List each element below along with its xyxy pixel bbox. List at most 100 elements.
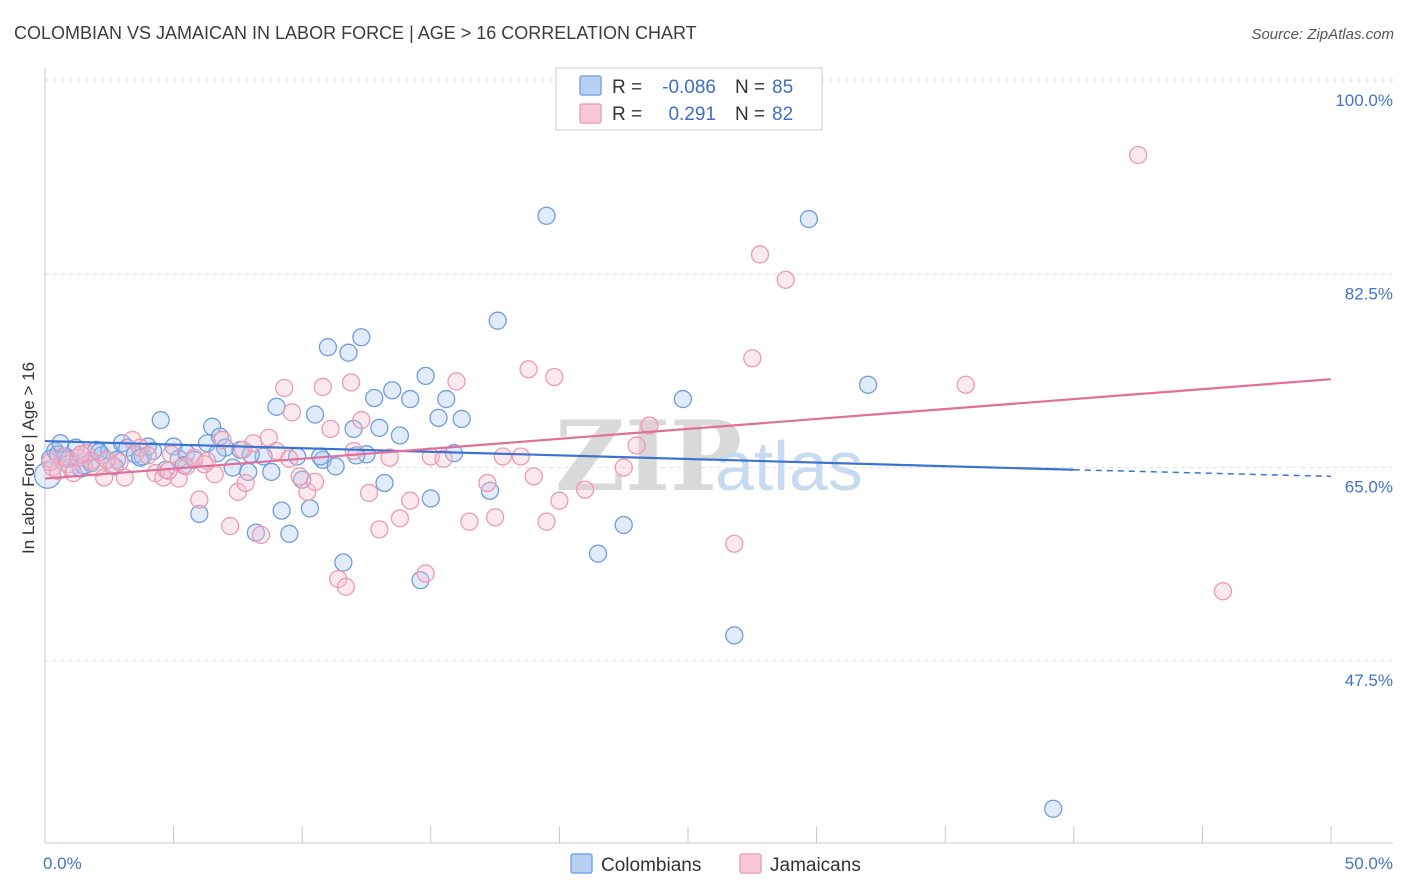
- jamaican-point-65: [640, 416, 659, 435]
- colombian-point-66: [488, 311, 507, 330]
- colombian-point-37: [267, 397, 286, 416]
- jamaican-point-42: [341, 373, 361, 392]
- colombian-point-55: [383, 381, 402, 400]
- jamaican-point-39: [321, 419, 340, 439]
- watermark-atlas: atlas: [715, 427, 863, 505]
- jamaican-point-60: [545, 367, 564, 387]
- jamaican-point-47: [390, 509, 410, 528]
- trendline-colombians: [44, 439, 1074, 471]
- y-tick-label-0: 47.5%: [1345, 671, 1393, 690]
- y-tick-label-1: 65.0%: [1345, 478, 1393, 497]
- jamaican-point-28: [236, 473, 255, 493]
- jamaican-point-70: [956, 375, 975, 394]
- jamaican-point-71: [1128, 145, 1148, 165]
- jamaican-point-33: [275, 378, 294, 398]
- jamaican-point-62: [575, 480, 595, 499]
- jamaican-point-25: [213, 430, 232, 450]
- colombian-point-42: [300, 499, 320, 518]
- legend-swatch-colombians: [579, 75, 602, 96]
- colombian-point-53: [370, 418, 389, 437]
- tick-labels: 47.5% 65.0% 82.5% 100.0% 0.0% 50.0%: [43, 91, 1393, 873]
- jamaican-point-43: [352, 410, 371, 430]
- colombian-point-50: [352, 328, 371, 347]
- jamaican-point-72: [1213, 582, 1233, 601]
- y-tick-label-3: 100.0%: [1335, 91, 1393, 110]
- jamaican-point-41: [336, 577, 356, 596]
- colombian-point-57: [401, 389, 420, 409]
- colombian-point-43: [305, 405, 325, 424]
- colombian-point-70: [673, 389, 693, 409]
- jamaican-point-66: [725, 534, 744, 553]
- jamaican-point-75: [97, 450, 116, 469]
- colombian-point-54: [375, 473, 394, 493]
- jamaican-point-54: [485, 508, 505, 527]
- colombian-point-52: [365, 388, 384, 408]
- colombian-point-61: [429, 408, 448, 428]
- colombian-point-26: [190, 504, 209, 524]
- jamaican-point-15: [138, 446, 158, 465]
- colombian-point-60: [421, 489, 440, 508]
- colombian-point-cluster: [33, 461, 62, 489]
- trendline-jamaicans: [44, 378, 1332, 480]
- jamaican-point-36: [298, 482, 317, 501]
- colombian-point-72: [799, 209, 819, 229]
- trendline-colombians-extension: [1073, 469, 1332, 478]
- jamaican-point-63: [614, 458, 633, 477]
- legend-n-label-2: N =: [735, 104, 765, 125]
- legend-n-value-2: 82: [772, 104, 793, 125]
- colombian-point-45: [318, 338, 338, 357]
- jamaican-point-40: [329, 569, 348, 589]
- colombian-point-28: [203, 417, 222, 436]
- jamaican-point-48: [401, 491, 420, 510]
- jamaican-point-49: [416, 564, 435, 583]
- x-tick-label-1: 50.0%: [1345, 854, 1393, 873]
- legend-n-value-1: 85: [772, 77, 793, 98]
- gridlines: [45, 78, 1393, 662]
- jamaican-point-58: [524, 467, 543, 486]
- colombian-point-64: [452, 409, 471, 429]
- jamaican-point-57: [519, 360, 538, 379]
- legend-r-value-1: -0.086: [662, 77, 716, 98]
- colombian-point-36: [262, 462, 281, 482]
- jamaican-point-69: [776, 270, 795, 289]
- colombian-point-38: [272, 501, 291, 520]
- y-tick-label-2: 82.5%: [1345, 284, 1393, 303]
- jamaican-point-3: [58, 455, 78, 474]
- colombian-point-74: [1044, 799, 1063, 818]
- legend-box: R = -0.086 N = 85 R = 0.291 N = 82: [555, 67, 823, 131]
- jamaican-point-22: [190, 490, 209, 509]
- jamaican-point-61: [550, 491, 569, 510]
- series-colombians: [33, 206, 1063, 818]
- trendlines: [44, 378, 1332, 480]
- legend-n-label-1: N =: [735, 77, 765, 98]
- jamaican-point-77: [195, 455, 214, 474]
- colombian-point-46: [326, 457, 345, 476]
- colombian-point-31: [223, 458, 242, 477]
- colombian-point-48: [339, 343, 358, 362]
- colombian-point-67: [537, 206, 556, 225]
- colombian-point-68: [588, 544, 608, 563]
- legend-r-value-2: 0.291: [668, 104, 716, 125]
- jamaican-point-67: [743, 349, 762, 368]
- jamaican-point-56: [511, 447, 530, 466]
- legend-r-label-1: R =: [612, 77, 642, 98]
- jamaican-point-44: [359, 483, 379, 503]
- jamaican-point-37: [305, 472, 325, 492]
- colombian-point-73: [858, 375, 878, 394]
- jamaican-point-76: [159, 461, 178, 481]
- jamaican-point-81: [434, 449, 453, 468]
- jamaican-point-18: [161, 445, 181, 464]
- watermark: ZIP atlas: [555, 400, 863, 513]
- colombian-point-39: [280, 524, 299, 543]
- series-jamaicans: [40, 145, 1233, 601]
- jamaican-point-80: [344, 441, 363, 461]
- bottom-legend: Colombians Jamaicans: [570, 853, 861, 876]
- jamaican-point-26: [221, 516, 240, 536]
- jamaican-point-64: [627, 436, 646, 455]
- bottom-legend-swatch-jamaicans: [739, 853, 762, 874]
- chart-title: COLOMBIAN VS JAMAICAN IN LABOR FORCE | A…: [14, 23, 697, 43]
- jamaican-point-52: [460, 512, 479, 531]
- colombian-point-59: [416, 366, 435, 386]
- chart-source: Source: ZipAtlas.com: [1251, 26, 1394, 43]
